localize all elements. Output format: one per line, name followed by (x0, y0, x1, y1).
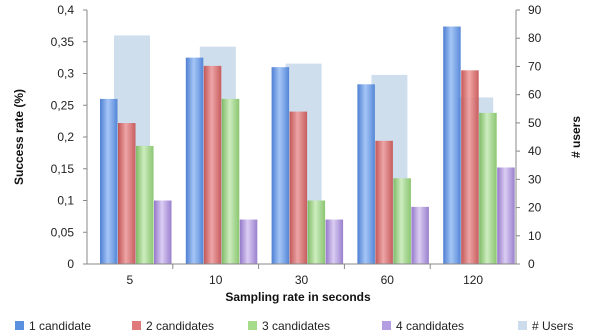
legend-label: 2 candidates (146, 319, 214, 333)
y2-axis-title: # users (569, 116, 583, 158)
x-tick-label: 60 (381, 273, 395, 287)
x-tick-label: 10 (209, 273, 223, 287)
y2-tick-label: 10 (528, 229, 542, 243)
legend-label: 3 candidates (262, 319, 330, 333)
y2-tick-label: 80 (528, 31, 542, 45)
y-tick-label: 0 (67, 257, 74, 271)
y-tick-label: 0,4 (57, 3, 74, 17)
bar-4-candidates-10 (239, 219, 258, 264)
bar-3-candidates-60 (393, 178, 411, 264)
bar-3-candidates-5 (136, 145, 154, 264)
bar-1-candidate-60 (357, 84, 375, 264)
y-tick-label: 0,3 (57, 67, 74, 81)
bar-4-candidates-60 (411, 206, 429, 264)
y-tick-label: 0,15 (51, 162, 75, 176)
bar-1-candidate-120 (443, 26, 461, 265)
y2-tick-label: 60 (528, 88, 542, 102)
bar-4-candidates-30 (325, 219, 344, 264)
legend-swatch (518, 321, 527, 330)
bar-2-candidates-60 (375, 140, 393, 264)
bar-3-candidates-10 (221, 98, 240, 265)
y-tick-label: 0,35 (51, 35, 75, 49)
legend-swatch (382, 321, 391, 330)
legend-swatch (15, 321, 24, 330)
y2-tick-label: 50 (528, 116, 542, 130)
legend-swatch (132, 321, 141, 330)
y-axis-title: Success rate (%) (12, 89, 26, 185)
bar-1-candidate-5 (100, 98, 118, 265)
bar-1-candidate-30 (271, 67, 290, 265)
y2-tick-label: 70 (528, 59, 542, 73)
bar-1-candidate-10 (185, 57, 204, 264)
y-tick-label: 0,05 (51, 225, 75, 239)
y2-tick-label: 40 (528, 144, 542, 158)
legend-label: 4 candidates (396, 319, 464, 333)
bar-4-candidates-120 (497, 167, 515, 264)
bar-2-candidates-5 (118, 123, 136, 264)
legend-swatch (248, 321, 257, 330)
bar-2-candidates-30 (289, 111, 308, 264)
y-tick-label: 0,2 (57, 130, 74, 144)
x-tick-label: 30 (295, 273, 309, 287)
bar-3-candidates-120 (479, 112, 497, 265)
bar-3-candidates-30 (307, 200, 326, 264)
bar-2-candidates-120 (461, 70, 479, 264)
y-tick-label: 0,1 (57, 194, 74, 208)
x-tick-label: 120 (463, 273, 483, 287)
legend-label: 1 candidate (29, 319, 91, 333)
bar-2-candidates-10 (203, 65, 222, 264)
y2-tick-label: 20 (528, 201, 542, 215)
y-tick-label: 0,25 (51, 98, 75, 112)
y2-tick-label: 0 (528, 257, 535, 271)
y2-tick-label: 90 (528, 3, 542, 17)
x-tick-label: 5 (127, 273, 134, 287)
x-axis-title: Sampling rate in seconds (225, 290, 371, 304)
y2-tick-label: 30 (528, 172, 542, 186)
bar-4-candidates-5 (154, 200, 172, 264)
legend-label: # Users (532, 319, 573, 333)
